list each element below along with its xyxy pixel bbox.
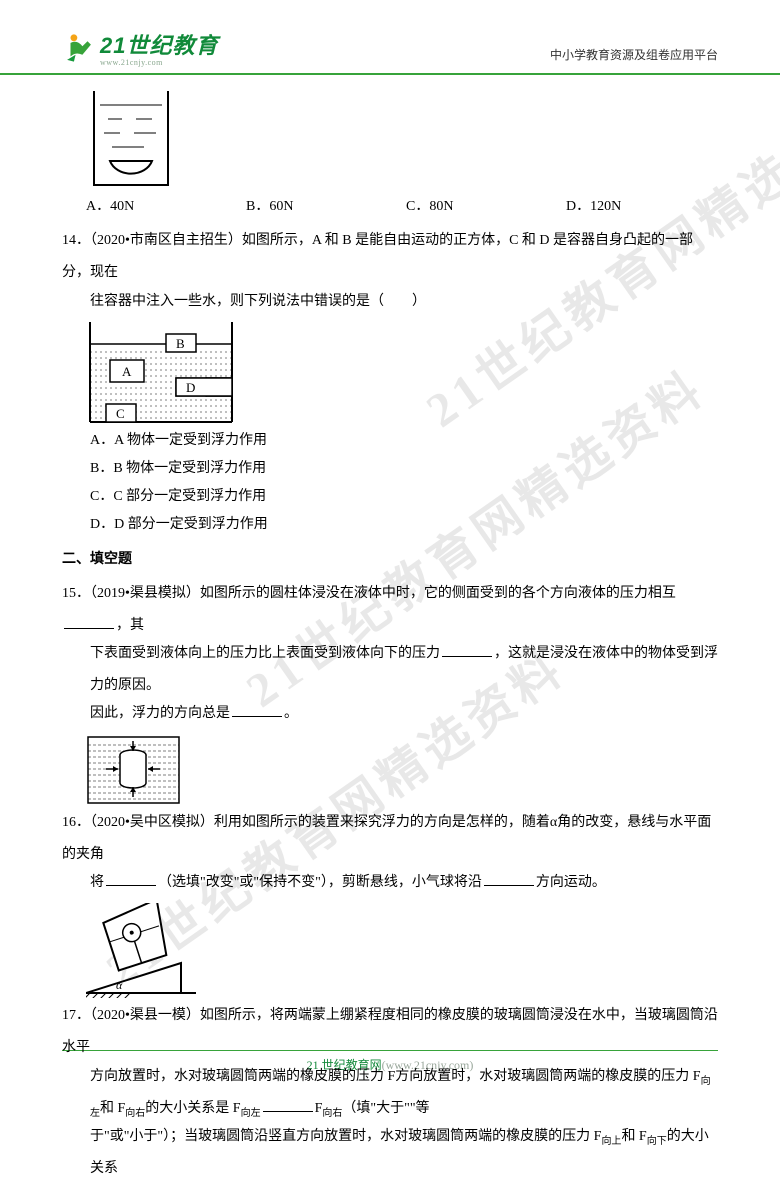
svg-text:A: A bbox=[122, 364, 132, 379]
q16-l2c: 方向运动。 bbox=[536, 875, 606, 890]
q15-line2: 下表面受到液体向上的压力比上表面受到液体向下的压力，这就是浸没在液体中的物体受到… bbox=[62, 638, 718, 702]
: 方向放置时，水对玻璃圆筒两端的橡皮膜的压力 F bbox=[90, 1069, 395, 1084]
svg-text:D: D bbox=[186, 380, 195, 395]
q17-line1: 17．（2020•渠县一模）如图所示，将两端蒙上绷紧程度相同的橡皮膜的玻璃圆筒浸… bbox=[62, 1008, 718, 1055]
q15: 15．（2019•渠县模拟）如图所示的圆柱体浸没在液体中时，它的侧面受到的各个方… bbox=[62, 578, 718, 642]
q17-l2e: （填"大于""等 bbox=[342, 1101, 429, 1116]
logo-text: 21世纪教育 bbox=[100, 28, 218, 60]
q16-line1: 16．（2020•吴中区模拟）利用如图所示的装置来探究浮力的方向是怎样的，随着α… bbox=[62, 815, 711, 862]
q15-line3: 因此，浮力的方向总是 。 bbox=[62, 698, 718, 730]
blank bbox=[263, 1098, 313, 1112]
q14-line2: 往容器中注入一些水，则下列说法中错误的是（ ） bbox=[62, 286, 718, 318]
option-b: B．60N bbox=[246, 191, 406, 223]
sub-right2: 向右 bbox=[322, 1108, 342, 1119]
blank bbox=[64, 615, 114, 629]
q17-l2a: 方向放置时，水对玻璃圆筒两端的橡皮膜的压力 F bbox=[395, 1069, 700, 1084]
logo: 21世纪教育 www.21cnjy.com bbox=[62, 28, 218, 67]
diagram-incline-beaker: α bbox=[86, 903, 196, 998]
q15-l3a: 因此，浮力的方向总是 bbox=[90, 706, 230, 721]
q16: 16．（2020•吴中区模拟）利用如图所示的装置来探究浮力的方向是怎样的，随着α… bbox=[62, 807, 718, 871]
blank bbox=[484, 872, 534, 886]
q15-l3b: 。 bbox=[284, 706, 298, 721]
logo-icon bbox=[62, 31, 96, 65]
q17-line3: 于"或"小于"）；当玻璃圆筒沿竖直方向放置时，水对玻璃圆筒两端的橡皮膜的压力 F… bbox=[62, 1121, 718, 1185]
sub-up: 向上 bbox=[601, 1136, 621, 1147]
option-c: C．80N bbox=[406, 191, 566, 223]
q17: 17．（2020•渠县一模）如图所示，将两端蒙上绷紧程度相同的橡皮膜的玻璃圆筒浸… bbox=[62, 1000, 718, 1064]
q15-line1a: 15．（2019•渠县模拟）如图所示的圆柱体浸没在液体中时，它的侧面受到的各个方… bbox=[62, 586, 676, 601]
q15-l2a: 下表面受到液体向上的压力比上表面受到液体向下的压力 bbox=[90, 646, 440, 661]
q16-l2b: （选填"改变"或"保持不变"），剪断悬线，小气球将沿 bbox=[158, 875, 482, 890]
q17-l3a: 于"或"小于"）；当玻璃圆筒沿竖直方向放置时，水对玻璃圆筒两端的橡皮膜的压力 F bbox=[90, 1129, 601, 1144]
svg-text:C: C bbox=[116, 406, 125, 421]
option-a: A．40N bbox=[86, 191, 246, 223]
q14: 14．（2020•市南区自主招生）如图所示，A 和 B 是能自由运动的正方体，C… bbox=[62, 225, 718, 289]
diagram-container-abcd: B A D C bbox=[86, 322, 236, 427]
q16-l2a: 将 bbox=[90, 875, 104, 890]
blank bbox=[106, 872, 156, 886]
svg-text:B: B bbox=[176, 336, 185, 351]
diagram-cylinder-liquid bbox=[86, 735, 181, 805]
section-2-title: 二、填空题 bbox=[62, 544, 718, 576]
q17-l2d: F bbox=[315, 1101, 323, 1116]
q14-line1: 14．（2020•市南区自主招生）如图所示，A 和 B 是能自由运动的正方体，C… bbox=[62, 233, 693, 280]
header-subtitle: 中小学教育资源及组卷应用平台 bbox=[550, 46, 718, 67]
q14-opt-d: D．D 部分一定受到浮力作用 bbox=[62, 509, 718, 541]
q17-line2: 方向放置时，水对玻璃圆筒两端的橡皮膜的压力 F方向放置时，水对玻璃圆筒两端的橡皮… bbox=[62, 1061, 718, 1125]
q15-line1b: ，其 bbox=[116, 618, 144, 633]
q16-line2: 将 （选填"改变"或"保持不变"），剪断悬线，小气球将沿 方向运动。 bbox=[62, 867, 718, 899]
blank bbox=[232, 703, 282, 717]
blank bbox=[442, 643, 492, 657]
svg-text:α: α bbox=[116, 978, 123, 992]
sub-down: 向下 bbox=[647, 1136, 667, 1147]
option-d: D．120N bbox=[566, 191, 726, 223]
q13-options: A．40N B．60N C．80N D．120N bbox=[62, 191, 718, 223]
q17-l2b: 和 F bbox=[100, 1101, 125, 1116]
q17-l3b: 和 F bbox=[621, 1129, 646, 1144]
page-content: A．40N B．60N C．80N D．120N 14．（2020•市南区自主招… bbox=[0, 75, 780, 1185]
q17-l2c: 的大小关系是 F bbox=[145, 1101, 240, 1116]
sub-left2: 向左 bbox=[241, 1108, 261, 1119]
page-header: 21世纪教育 www.21cnjy.com 中小学教育资源及组卷应用平台 bbox=[0, 0, 780, 75]
sub-right: 向右 bbox=[125, 1108, 145, 1119]
diagram-beaker-bowl bbox=[86, 91, 176, 191]
